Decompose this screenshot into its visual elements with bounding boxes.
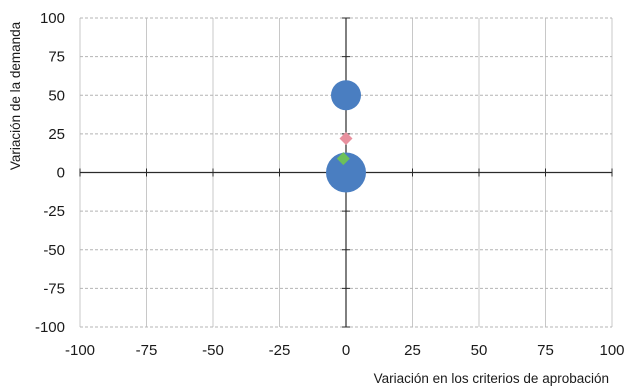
x-tick-labels: -100 -75 -50 -25 0 25 50 75 100: [65, 342, 625, 359]
y-tick-labels: -100 -75 -50 -25 0 25 50 75 100: [35, 10, 65, 336]
x-tick-label: -100: [65, 342, 95, 359]
x-tick-label: 0: [342, 342, 350, 359]
y-tick-label: 0: [57, 165, 65, 182]
y-tick-label: 100: [40, 10, 65, 27]
y-tick-label: -75: [43, 280, 65, 297]
y-axis-title: Variación de la demanda: [8, 21, 23, 170]
x-tick-label: -50: [202, 342, 224, 359]
y-tick-label: -50: [43, 242, 65, 259]
circle-point: [331, 80, 361, 111]
x-axis-title: Variación en los criterios de aprobación: [374, 371, 609, 386]
x-tick-label: 25: [404, 342, 421, 359]
diamond-point: [336, 152, 350, 166]
y-tick-label: 25: [48, 126, 65, 143]
data-points: [326, 80, 366, 193]
circle-point: [326, 152, 366, 193]
y-tick-label: -25: [43, 203, 65, 220]
x-tick-label: 100: [599, 342, 624, 359]
y-tick-label: -100: [35, 319, 65, 336]
y-tick-label: 75: [48, 49, 65, 66]
diamond-point: [339, 132, 353, 146]
x-tick-label: -75: [136, 342, 158, 359]
x-tick-label: 75: [537, 342, 554, 359]
y-tick-label: 50: [48, 87, 65, 104]
x-tick-label: 50: [471, 342, 488, 359]
x-tick-label: -25: [269, 342, 291, 359]
